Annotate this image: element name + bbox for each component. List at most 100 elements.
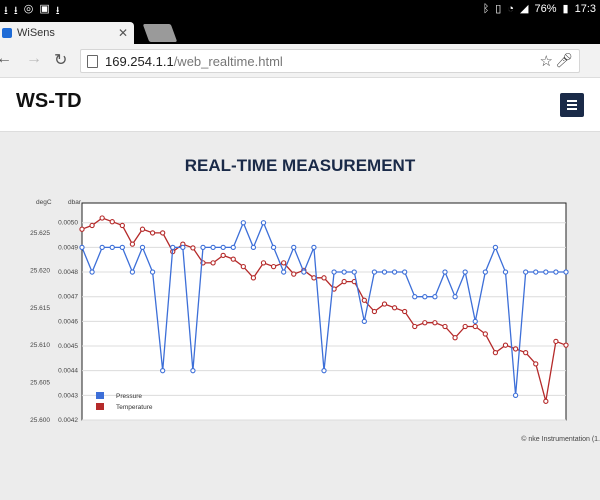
data-point-temperature [512, 346, 519, 352]
data-point-temperature [260, 260, 267, 266]
data-point-temperature [210, 260, 216, 266]
signal-icon: ◢ [520, 3, 529, 15]
data-point-pressure [331, 269, 337, 275]
site-header: WS-TD [0, 78, 600, 132]
right-axis-tick-label: 0.0043 [58, 392, 78, 399]
data-point-pressure [99, 244, 105, 251]
data-point-temperature [412, 323, 418, 330]
data-point-pressure [543, 269, 549, 275]
data-point-temperature [442, 323, 448, 330]
status-notifications: ⭳ ⭳ ◎ ▣ ⭳ [4, 2, 60, 21]
data-point-pressure [512, 392, 519, 398]
data-point-pressure [210, 244, 216, 251]
download-icon: ⭳ [55, 5, 60, 17]
right-axis-tick-label: 0.0050 [58, 220, 78, 227]
legend-swatch [96, 392, 104, 399]
data-point-temperature [472, 323, 478, 330]
vibrate-icon: ▯ [495, 3, 502, 15]
tab-wisens[interactable]: WiSens ✕ [0, 22, 134, 44]
back-arrow-icon[interactable]: ← [0, 50, 12, 67]
url-text[interactable]: 169.254.1.1/web_realtime.html [105, 54, 283, 69]
data-point-pressure [472, 318, 478, 325]
data-point-temperature [139, 226, 146, 232]
data-point-pressure [371, 269, 378, 275]
data-point-pressure [149, 269, 156, 275]
plot-area [81, 202, 567, 421]
data-point-pressure [270, 244, 277, 251]
tab-strip: WiSens ✕ [0, 18, 600, 44]
battery-level: 76% [534, 2, 557, 15]
left-axis-unit: degC [36, 199, 52, 206]
new-tab-button[interactable] [142, 24, 178, 42]
data-point-pressure [240, 220, 246, 226]
data-point-pressure [523, 269, 529, 275]
data-point-pressure [391, 269, 398, 275]
tab-title: WiSens [17, 27, 55, 39]
data-point-temperature [523, 350, 529, 356]
data-point-pressure [129, 269, 136, 275]
data-point-temperature [462, 323, 468, 330]
data-point-temperature [321, 275, 327, 281]
right-axis-tick-label: 0.0048 [58, 269, 78, 276]
left-axis-tick-label: 25.615 [30, 305, 50, 312]
data-point-temperature [220, 252, 226, 259]
data-point-temperature [422, 320, 428, 326]
right-axis-tick-label: 0.0045 [58, 343, 78, 350]
left-axis-tick-label: 25.610 [30, 342, 50, 349]
data-point-pressure [412, 294, 418, 300]
hamburger-menu-icon[interactable] [560, 93, 584, 117]
right-axis-tick-label: 0.0047 [58, 294, 78, 301]
realtime-chart: 0.0042 0.0043 0.0044 0.0045 0.0046 0.0047 0.00… [30, 199, 569, 424]
data-point-pressure [502, 269, 509, 275]
data-point-pressure [281, 269, 287, 275]
whatsapp-icon: ◎ [23, 3, 34, 15]
bluetooth-icon: ᛒ [482, 2, 490, 15]
data-point-temperature [281, 260, 287, 266]
data-point-pressure [442, 269, 448, 275]
data-point-pressure [492, 244, 499, 251]
data-point-pressure [381, 269, 388, 275]
data-point-temperature [79, 226, 85, 232]
data-point-temperature [89, 222, 95, 229]
data-point-temperature [250, 275, 257, 281]
data-point-pressure [301, 269, 307, 275]
data-point-pressure [220, 244, 226, 251]
reload-icon[interactable]: ↻ [54, 52, 68, 69]
legend-label: Pressure [116, 393, 142, 400]
data-point-temperature [553, 338, 559, 345]
data-point-pressure [291, 244, 297, 251]
legend-label: Temperature [116, 404, 153, 411]
data-point-pressure [452, 294, 458, 300]
data-point-pressure [402, 269, 408, 275]
data-point-pressure [79, 244, 85, 251]
data-point-temperature [230, 256, 236, 262]
site-brand[interactable]: WS-TD [16, 90, 82, 112]
data-point-temperature [291, 271, 297, 277]
data-point-temperature [391, 305, 398, 311]
data-point-pressure [341, 269, 347, 275]
forward-arrow-icon[interactable]: → [26, 50, 42, 67]
close-icon[interactable]: ✕ [117, 26, 128, 40]
right-axis-tick-label: 0.0042 [58, 417, 78, 424]
data-point-pressure [170, 244, 176, 251]
data-point-pressure [230, 244, 236, 251]
data-point-pressure [119, 244, 125, 251]
favicon-icon [2, 28, 12, 38]
microphone-icon[interactable]: 🎤︎ [555, 52, 573, 68]
left-axis-tick-label: 25.625 [30, 230, 50, 237]
data-point-pressure [321, 368, 327, 374]
data-point-temperature [543, 398, 549, 404]
address-bar[interactable]: 169.254.1.1/web_realtime.html ☆ 🎤︎ [80, 49, 580, 73]
data-point-temperature [190, 245, 196, 251]
left-axis-tick-label: 25.600 [30, 417, 50, 424]
bookmark-star-icon[interactable]: ☆ [539, 53, 553, 70]
browser-toolbar: ← → ↻ 169.254.1.1/web_realtime.html ☆ 🎤︎ [0, 44, 600, 78]
data-point-temperature [361, 297, 367, 303]
status-bar: ⭳ ⭳ ◎ ▣ ⭳ ᛒ ▯ ◔ ◢ 76% ▮ 17:3 [0, 0, 600, 18]
data-point-pressure [89, 269, 95, 275]
data-point-temperature [502, 342, 509, 348]
data-point-pressure [351, 269, 357, 275]
data-point-pressure [553, 269, 559, 275]
clock: 17:3 [574, 2, 596, 15]
data-point-pressure [139, 244, 146, 251]
